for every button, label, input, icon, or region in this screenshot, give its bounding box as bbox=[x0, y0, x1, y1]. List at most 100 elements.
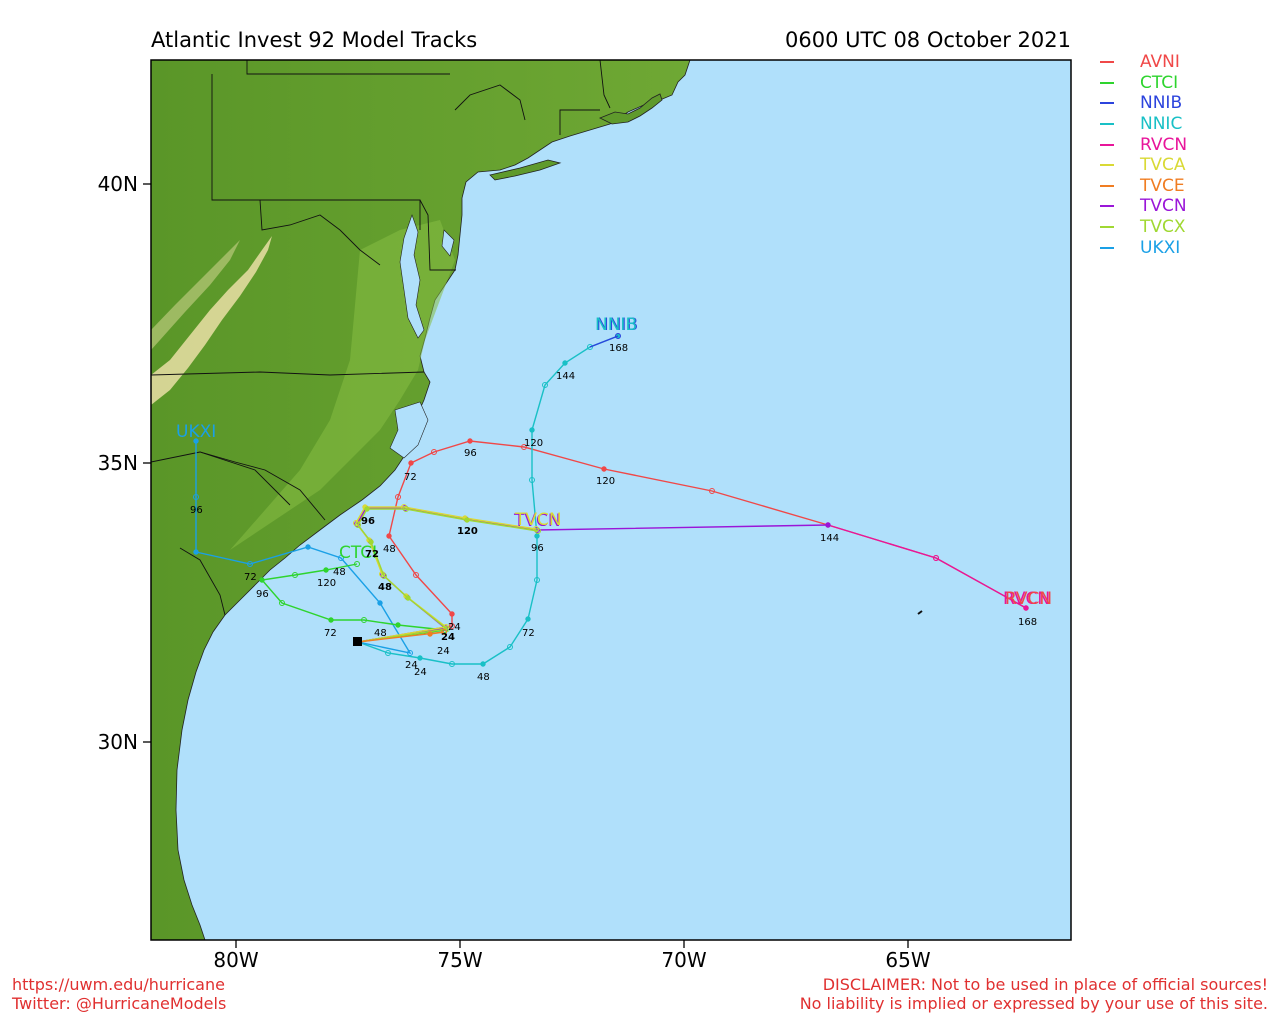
map-label-ukxi: UKXI bbox=[176, 422, 216, 442]
terrain-appalachians bbox=[151, 236, 272, 405]
track-point-ctci bbox=[354, 561, 360, 567]
legend-line-swatch bbox=[1100, 143, 1114, 146]
model-tracks bbox=[193, 333, 1029, 667]
legend-label: TVCX bbox=[1140, 217, 1186, 238]
legend-label: CTCI bbox=[1140, 72, 1179, 93]
legend-line-swatch bbox=[1100, 123, 1114, 126]
lon-tick-label: 65W bbox=[885, 948, 930, 972]
hour-label: 120 bbox=[524, 438, 543, 449]
track-point-tvcn bbox=[825, 522, 831, 528]
hour-label: 24 bbox=[414, 667, 427, 678]
lon-tick-label: 80W bbox=[213, 948, 258, 972]
legend-line-swatch bbox=[1100, 61, 1114, 64]
hour-label: 120 bbox=[596, 476, 615, 487]
track-rvcn bbox=[827, 524, 1027, 609]
track-ctci bbox=[260, 563, 446, 643]
hour-label: 144 bbox=[820, 533, 839, 544]
state-borders bbox=[151, 60, 611, 616]
hour-label: 72 bbox=[324, 628, 337, 639]
legend-line-swatch bbox=[1100, 164, 1114, 167]
track-point-ukxi bbox=[193, 438, 199, 444]
track-point-tvcx bbox=[464, 517, 470, 523]
delaware-bay bbox=[441, 229, 455, 257]
legend-item-nnib: NNIB bbox=[1100, 93, 1270, 114]
hour-label: 96 bbox=[361, 516, 375, 527]
legend-item-tvcx: TVCX bbox=[1100, 217, 1270, 238]
track-point-ctci bbox=[259, 577, 265, 583]
legend-item-tvcn: TVCN bbox=[1100, 196, 1270, 217]
hour-label: 168 bbox=[609, 343, 628, 354]
hour-label: 48 bbox=[383, 544, 396, 555]
track-point-avni bbox=[413, 572, 419, 578]
bermuda bbox=[917, 610, 923, 615]
pamlico-sound bbox=[389, 401, 429, 459]
map-label-rvcn: RVCN bbox=[1003, 589, 1050, 609]
hour-label: 48 bbox=[378, 582, 392, 593]
chart-title: Atlantic Invest 92 Model Tracks bbox=[151, 28, 478, 52]
hour-label: 96 bbox=[190, 505, 203, 516]
legend-item-tvce: TVCE bbox=[1100, 176, 1270, 197]
legend-label: TVCE bbox=[1140, 175, 1185, 196]
lon-tick-label: 75W bbox=[437, 948, 482, 972]
hour-label: 120 bbox=[317, 578, 336, 589]
terrain-ridge bbox=[151, 240, 240, 350]
hour-label: 24 bbox=[437, 646, 450, 657]
legend-item-rvcn: RVCN bbox=[1100, 134, 1270, 155]
track-point-avni bbox=[395, 494, 401, 500]
legend-item-ctci: CTCI bbox=[1100, 73, 1270, 94]
track-point-nnic bbox=[480, 661, 486, 667]
legend-label: RVCN bbox=[1140, 134, 1188, 155]
hour-label: 24 bbox=[405, 660, 418, 671]
track-point-ctci bbox=[292, 572, 298, 578]
hour-label: 24 bbox=[448, 622, 461, 633]
track-point-rvcn bbox=[933, 555, 939, 561]
track-point-ctci bbox=[323, 567, 329, 573]
legend-line-swatch bbox=[1100, 246, 1114, 249]
track-point-avni bbox=[467, 438, 473, 444]
land-mainland bbox=[151, 60, 691, 940]
track-point-avni bbox=[449, 623, 455, 629]
lon-tick-label: 70W bbox=[661, 948, 706, 972]
track-point-ctci bbox=[328, 617, 334, 623]
track-point-tvce bbox=[441, 629, 447, 635]
hour-label: 72 bbox=[522, 628, 535, 639]
hour-label: 48 bbox=[374, 628, 387, 639]
land-cape-cod bbox=[599, 93, 663, 125]
footer-url[interactable]: https://uwm.edu/hurricane bbox=[12, 975, 225, 994]
hour-label: 24 bbox=[441, 632, 455, 643]
map-label-nnib: NNIB bbox=[596, 315, 638, 335]
track-point-nnic bbox=[417, 655, 423, 661]
hour-label: 72 bbox=[244, 572, 257, 583]
legend-label: AVNI bbox=[1140, 52, 1180, 73]
track-point-ukxi bbox=[247, 561, 253, 567]
initial-position-marker bbox=[353, 637, 362, 646]
hour-label: 72 bbox=[404, 472, 417, 483]
track-point-avni bbox=[521, 444, 527, 450]
lat-tick-label: 40N bbox=[98, 172, 138, 196]
track-point-tvcx bbox=[403, 506, 409, 512]
hour-label: 96 bbox=[256, 589, 269, 600]
lat-tick-label: 30N bbox=[98, 730, 138, 754]
track-point-avni bbox=[431, 449, 437, 455]
track-point-nnic bbox=[529, 477, 535, 483]
map-label-ctci: CTCI bbox=[339, 543, 377, 563]
footer-twitter[interactable]: Twitter: @HurricaneModels bbox=[12, 994, 227, 1013]
legend-label: NNIC bbox=[1140, 114, 1183, 135]
hour-label: 96 bbox=[531, 543, 544, 554]
footer-disclaimer: DISCLAIMER: Not to be used in place of o… bbox=[800, 975, 1268, 1013]
hour-label: 96 bbox=[464, 448, 477, 459]
track-point-ukxi bbox=[377, 600, 383, 606]
hour-label: 72 bbox=[365, 549, 379, 560]
legend-item-avni: AVNI bbox=[1100, 52, 1270, 73]
map-label-avni: RVCN bbox=[1005, 589, 1052, 609]
chart-timestamp: 0600 UTC 08 October 2021 bbox=[785, 28, 1071, 52]
legend-line-swatch bbox=[1100, 226, 1114, 229]
map-label-tvca: TVCN bbox=[514, 510, 562, 530]
chesapeake-bay bbox=[399, 214, 425, 339]
track-point-tvcx bbox=[405, 595, 411, 601]
footer-credits: https://uwm.edu/hurricane Twitter: @Hurr… bbox=[12, 975, 226, 1013]
legend-item-tvca: TVCA bbox=[1100, 155, 1270, 176]
track-point-ukxi bbox=[338, 555, 344, 561]
track-point-nnic bbox=[542, 382, 548, 388]
